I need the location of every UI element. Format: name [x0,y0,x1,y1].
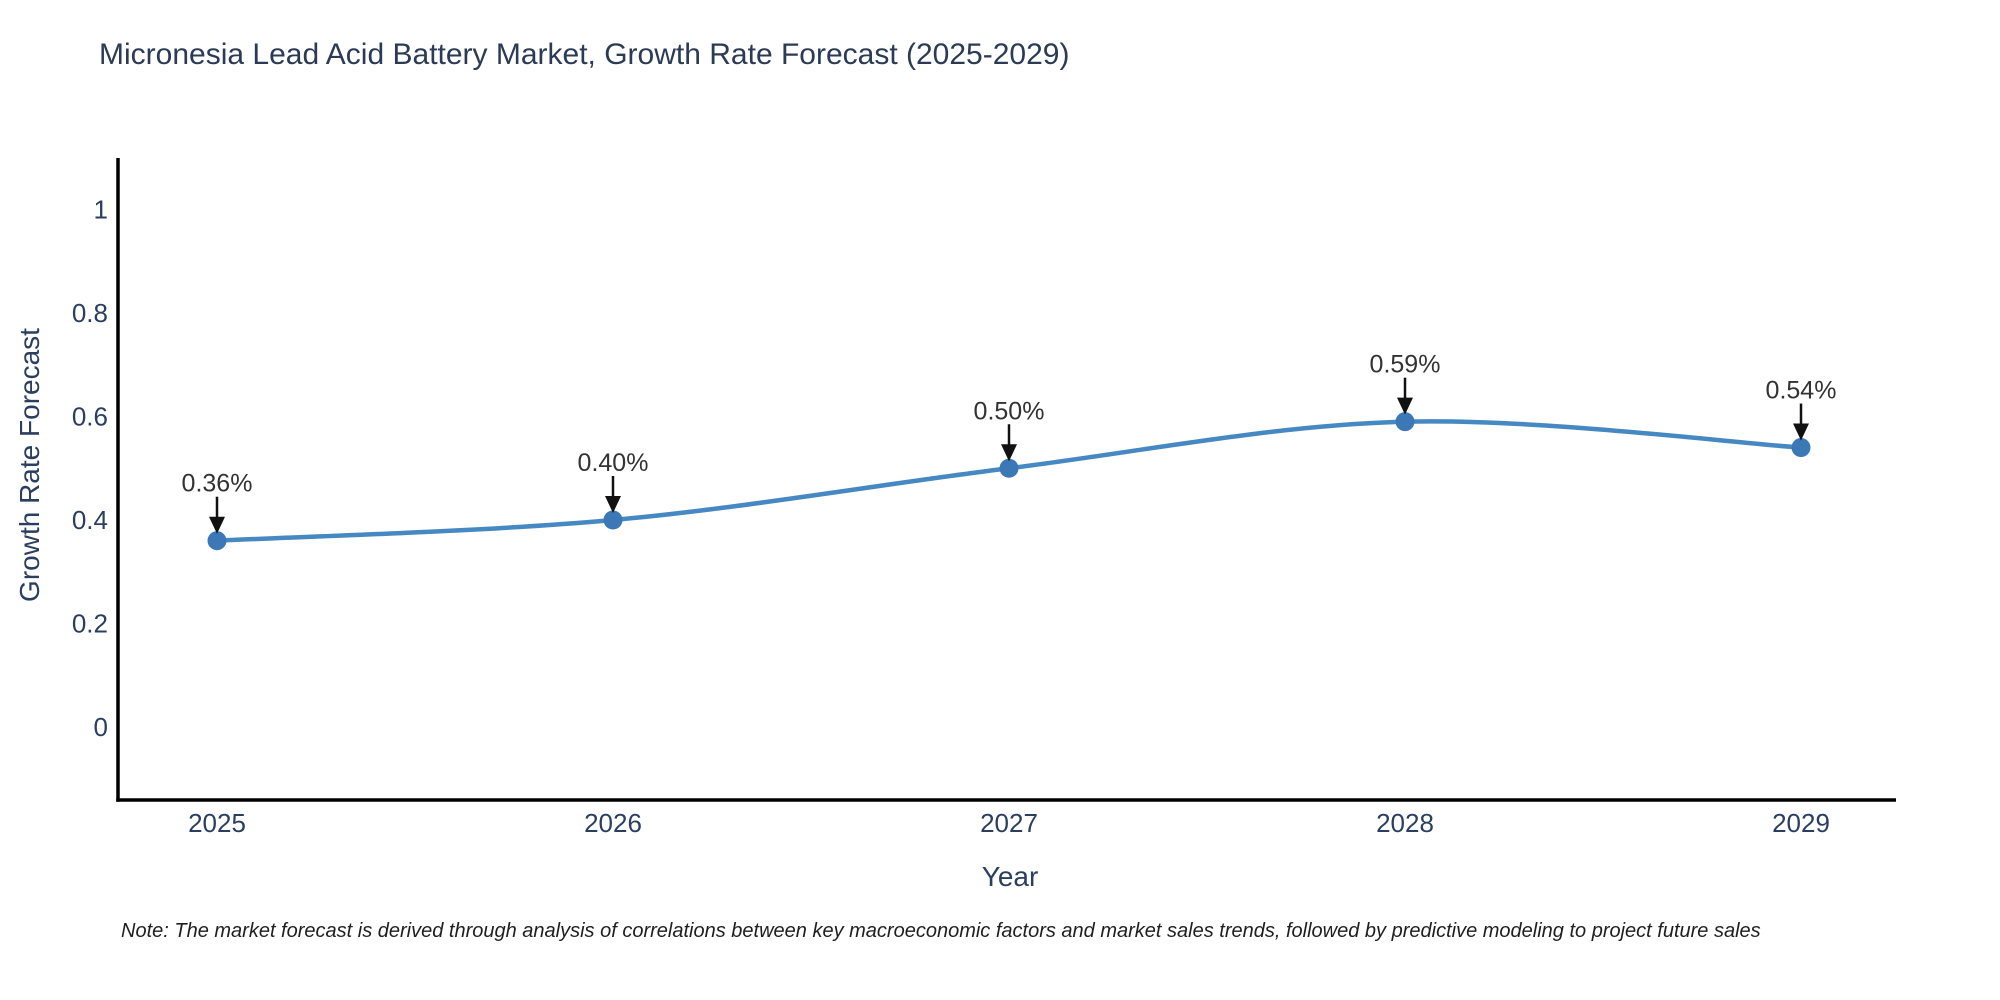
x-tick-label: 2026 [584,808,642,838]
annotation-label: 0.36% [182,470,253,498]
annotation-arrowhead [1397,397,1413,415]
y-tick-label: 0.2 [72,609,108,639]
annotation-arrowhead [1793,423,1809,441]
footnote: Note: The market forecast is derived thr… [121,920,1761,942]
annotation-arrowhead [209,516,225,534]
chart-title: Micronesia Lead Acid Battery Market, Gro… [99,38,1070,71]
annotation-label: 0.50% [974,397,1045,425]
y-tick-label: 0 [94,712,108,742]
x-axis-title: Year [981,861,1039,892]
annotation-label: 0.54% [1766,377,1837,405]
y-tick-label: 0.8 [72,298,108,328]
x-tick-label: 2028 [1376,808,1434,838]
annotation-label: 0.59% [1370,351,1441,379]
y-axis-title: Growth Rate Forecast [14,328,45,602]
annotation-label: 0.40% [578,449,649,477]
data-point-2028 [1395,412,1415,432]
data-point-2027 [999,458,1019,478]
data-point-2025 [207,531,227,551]
data-point-2029 [1791,438,1811,458]
annotation-arrowhead [1001,444,1017,462]
x-tick-label: 2027 [980,808,1038,838]
data-point-2026 [603,510,623,530]
y-tick-label: 0.6 [72,402,108,432]
y-tick-label: 1 [94,195,108,225]
y-tick-label: 0.4 [72,505,108,535]
x-tick-label: 2029 [1772,808,1830,838]
x-tick-label: 2025 [188,808,246,838]
annotation-arrowhead [605,496,621,513]
